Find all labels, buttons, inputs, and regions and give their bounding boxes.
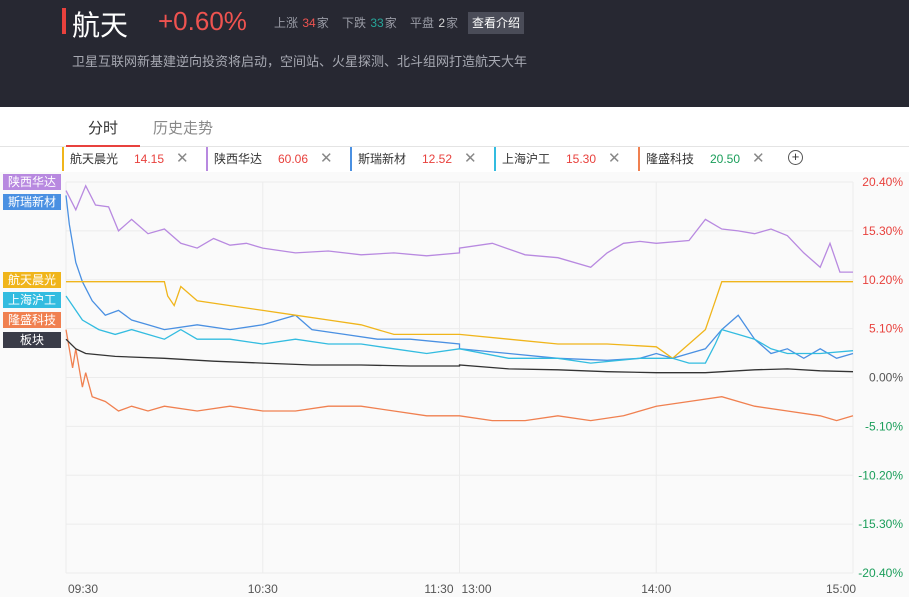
title-accent-bar [62,8,66,34]
series-tag-label: 板块 [20,333,44,347]
tab-history[interactable]: 历史走势 [153,120,214,137]
series-tag-label: 航天晨光 [8,272,56,287]
stock-chip-4[interactable]: 上海沪工 15.30 ✕ [494,147,637,171]
series-line-航天晨光 [66,281,853,360]
y-tick-label: 10.20% [862,273,903,287]
series-tag [3,194,61,210]
flat-label: 平盘 [410,16,435,30]
chart-svg: 20.40% 15.30% 10.20% 5.10% 0.00% -5.10% -10.20… [3,174,903,596]
up-label: 上涨 [274,16,299,30]
close-x-icon[interactable]: ✕ [320,150,333,167]
down-stat: 下跌 33家 [342,14,397,31]
flat-unit: 家 [446,16,459,30]
view-tabs: 分时 历史走势 [0,107,909,147]
x-tick-label: 13:00 [462,582,492,596]
active-tab-indicator [66,145,140,147]
series-line-板块 [65,338,854,374]
down-count: 33 [370,16,384,30]
y-tick-label: 0.00% [869,371,903,385]
stock-chip-price: 60.06 [278,152,309,166]
up-unit: 家 [316,16,329,30]
down-label: 下跌 [342,16,367,30]
stock-chip-price: 12.52 [422,152,453,166]
series-tag [3,174,61,190]
close-x-icon[interactable]: ✕ [752,150,765,167]
stock-chip-price: 20.50 [710,152,741,166]
stock-chip-name: 上海沪工 [502,152,551,166]
stock-chip-2[interactable]: 陕西华达 60.06 ✕ [206,147,349,171]
sector-change: +0.60% [158,6,247,36]
x-tick-label: 09:30 [68,582,98,596]
y-tick-label: -10.20% [858,468,903,482]
x-tick-label: 15:00 [826,582,856,596]
up-count: 34 [302,16,316,30]
stock-chip-1[interactable]: 航天晨光 14.15 ✕ [62,147,205,171]
stock-selector-bar: 航天晨光 14.15 ✕ 陕西华达 60.06 ✕ 斯瑞新材 12.52 ✕ 上… [62,147,909,172]
stock-chip-price: 14.15 [134,152,165,166]
plus-circle-icon[interactable]: + [788,150,803,165]
series-line-上海沪工 [65,295,854,364]
stock-chip-3[interactable]: 斯瑞新材 12.52 ✕ [350,147,493,171]
up-stat: 上涨 34家 [274,14,329,31]
series-tag [3,272,61,288]
intraday-chart: 20.40% 15.30% 10.20% 5.10% 0.00% -5.10% -10.20… [0,172,909,597]
down-unit: 家 [384,16,397,30]
stock-chip-name: 陕西华达 [214,152,263,166]
stock-chip-price: 15.30 [566,152,597,166]
series-tag-label: 上海沪工 [8,292,56,307]
x-tick-label: 10:30 [248,582,278,596]
flat-count: 2 [438,16,446,30]
sector-header: 航天 +0.60% 上涨 34家 下跌 33家 平盘 2家 查看介绍 卫星互联网… [0,0,909,107]
tab-intraday[interactable]: 分时 [88,120,119,137]
close-x-icon[interactable]: ✕ [176,150,189,167]
y-tick-label: -20.40% [858,566,903,580]
y-tick-label: 5.10% [869,322,903,336]
series-tag-label: 斯瑞新材 [8,194,56,209]
series-tag-label: 隆盛科技 [8,312,56,327]
view-intro-button[interactable]: 查看介绍 [468,12,525,34]
series-tag [3,332,61,348]
y-tick-label: 15.30% [862,224,903,238]
close-x-icon[interactable]: ✕ [608,150,621,167]
stock-chip-name: 航天晨光 [70,152,119,166]
series-line-隆盛科技 [65,329,854,422]
flat-stat: 平盘 2家 [410,14,458,31]
series-tag [3,292,61,308]
sector-description: 卫星互联网新基建逆向投资将启动，空间站、火星探测、北斗组网打造航天大年 [72,54,528,69]
y-tick-label: 20.40% [862,175,903,189]
stock-chip-name: 斯瑞新材 [358,152,407,166]
stock-chip-name: 隆盛科技 [646,152,695,166]
series-tag [3,312,61,328]
x-tick-label: 14:00 [641,582,671,596]
y-tick-label: -15.30% [858,517,903,531]
sector-title: 航天 [72,10,129,41]
x-tick-label: 11:30 [424,582,453,596]
y-tick-label: -5.10% [865,419,903,433]
series-line-陕西华达 [65,184,853,273]
stock-chip-5[interactable]: 隆盛科技 20.50 ✕ [638,147,781,171]
close-x-icon[interactable]: ✕ [464,150,477,167]
series-tag-label: 陕西华达 [8,174,56,189]
